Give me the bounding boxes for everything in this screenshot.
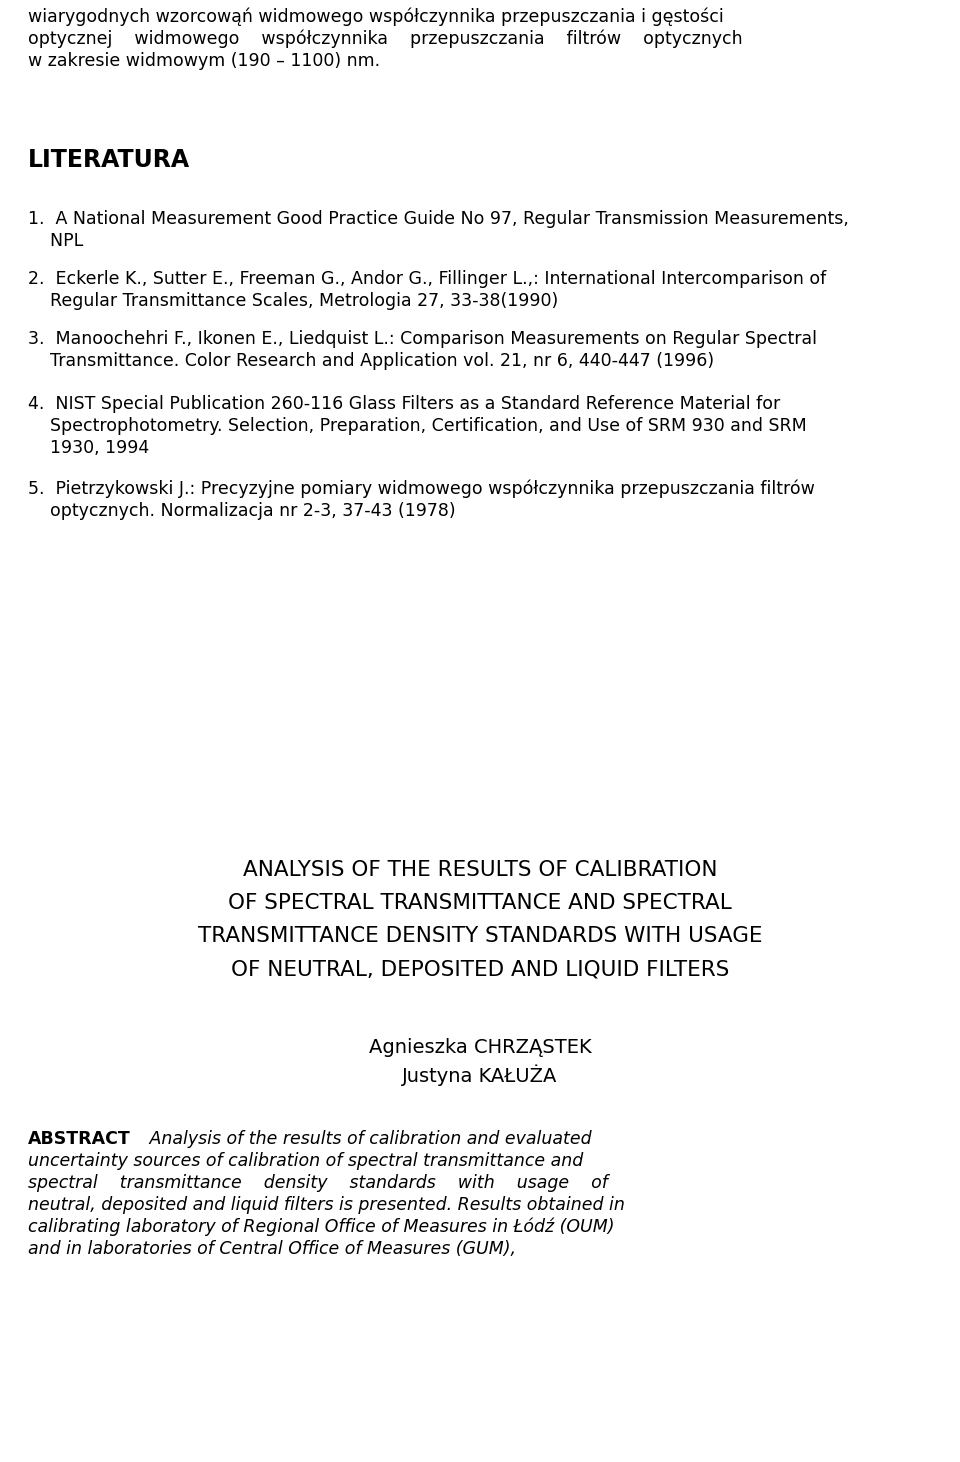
Text: LITERATURA: LITERATURA [28, 148, 190, 173]
Text: neutral, deposited and liquid filters is presented. Results obtained in: neutral, deposited and liquid filters is… [28, 1196, 625, 1213]
Text: ABSTRACT: ABSTRACT [28, 1130, 131, 1148]
Text: OF NEUTRAL, DEPOSITED AND LIQUID FILTERS: OF NEUTRAL, DEPOSITED AND LIQUID FILTERS [230, 959, 730, 980]
Text: Analysis of the results of calibration and evaluated: Analysis of the results of calibration a… [133, 1130, 591, 1148]
Text: uncertainty sources of calibration of spectral transmittance and: uncertainty sources of calibration of sp… [28, 1152, 584, 1170]
Text: 1930, 1994: 1930, 1994 [28, 439, 149, 458]
Text: Regular Transmittance Scales, Metrologia 27, 33-38(1990): Regular Transmittance Scales, Metrologia… [28, 292, 559, 310]
Text: w zakresie widmowym (190 – 1100) nm.: w zakresie widmowym (190 – 1100) nm. [28, 53, 380, 70]
Text: 1.  A National Measurement Good Practice Guide No 97, Regular Transmission Measu: 1. A National Measurement Good Practice … [28, 211, 849, 228]
Text: wiarygodnych wzorcowąń widmowego współczynnika przepuszczania i gęstości: wiarygodnych wzorcowąń widmowego współcz… [28, 7, 724, 26]
Text: ANALYSIS OF THE RESULTS OF CALIBRATION: ANALYSIS OF THE RESULTS OF CALIBRATION [243, 860, 717, 880]
Text: spectral    transmittance    density    standards    with    usage    of: spectral transmittance density standards… [28, 1174, 608, 1192]
Text: Spectrophotometry. Selection, Preparation, Certification, and Use of SRM 930 and: Spectrophotometry. Selection, Preparatio… [28, 417, 806, 436]
Text: Transmittance. Color Research and Application vol. 21, nr 6, 440-447 (1996): Transmittance. Color Research and Applic… [28, 352, 714, 370]
Text: 4.  NIST Special Publication 260-116 Glass Filters as a Standard Reference Mater: 4. NIST Special Publication 260-116 Glas… [28, 395, 780, 412]
Text: optycznej    widmowego    współczynnika    przepuszczania    filtrów    optyczny: optycznej widmowego współczynnika przepu… [28, 31, 743, 48]
Text: 3.  Manoochehri F., Ikonen E., Liedquist L.: Comparison Measurements on Regular : 3. Manoochehri F., Ikonen E., Liedquist … [28, 330, 817, 348]
Text: OF SPECTRAL TRANSMITTANCE AND SPECTRAL: OF SPECTRAL TRANSMITTANCE AND SPECTRAL [228, 893, 732, 912]
Text: optycznych. Normalizacja nr 2-3, 37-43 (1978): optycznych. Normalizacja nr 2-3, 37-43 (… [28, 501, 456, 520]
Text: 5.  Pietrzykowski J.: Precyzyjne pomiary widmowego współczynnika przepuszczania : 5. Pietrzykowski J.: Precyzyjne pomiary … [28, 480, 815, 499]
Text: Agnieszka CHRZĄSTEK: Agnieszka CHRZĄSTEK [369, 1038, 591, 1057]
Text: Justyna KAŁUŻA: Justyna KAŁUŻA [402, 1064, 558, 1085]
Text: NPL: NPL [28, 232, 84, 250]
Text: and in laboratories of Central Office of Measures (GUM),: and in laboratories of Central Office of… [28, 1240, 516, 1257]
Text: 2.  Eckerle K., Sutter E., Freeman G., Andor G., Fillinger L.,: International In: 2. Eckerle K., Sutter E., Freeman G., An… [28, 270, 827, 288]
Text: TRANSMITTANCE DENSITY STANDARDS WITH USAGE: TRANSMITTANCE DENSITY STANDARDS WITH USA… [198, 925, 762, 946]
Text: calibrating laboratory of Regional Office of Measures in Łódź (OUM): calibrating laboratory of Regional Offic… [28, 1218, 614, 1237]
